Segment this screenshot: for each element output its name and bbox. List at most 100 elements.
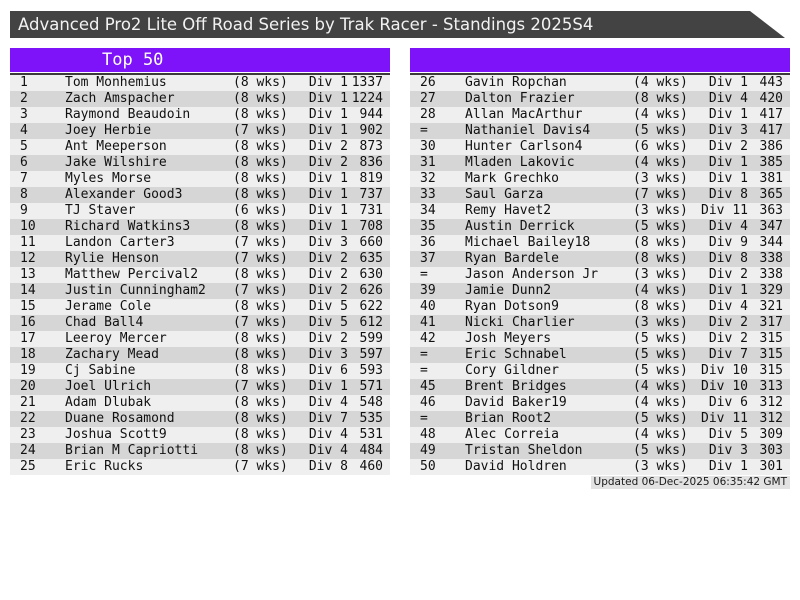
rank-cell: 14 xyxy=(20,283,36,298)
standings-row: 12 Rylie Henson (7 wks) Div 2 635 xyxy=(10,251,390,267)
division-cell: Div 1 xyxy=(308,107,348,122)
driver-name-cell: Austin Derrick xyxy=(465,219,575,234)
rank-cell: 10 xyxy=(20,219,36,234)
rank-cell: 40 xyxy=(420,299,436,314)
standings-row: 45 Brent Bridges (4 wks) Div 10 313 xyxy=(410,379,790,395)
standings-row: 22 Duane Rosamond (8 wks) Div 7 535 xyxy=(10,411,390,427)
driver-name-cell: David Baker19 xyxy=(465,395,567,410)
standings-row: = Jason Anderson Jr (3 wks) Div 2 338 xyxy=(410,267,790,283)
standings-row: 37 Ryan Bardele (8 wks) Div 8 338 xyxy=(410,251,790,267)
weeks-cell: (3 wks) xyxy=(633,203,688,218)
driver-name-cell: Zachary Mead xyxy=(65,347,159,362)
weeks-cell: (6 wks) xyxy=(233,203,288,218)
points-cell: 315 xyxy=(759,347,783,362)
points-cell: 1337 xyxy=(351,75,383,90)
driver-name-cell: Tristan Sheldon xyxy=(465,443,583,458)
division-cell: Div 1 xyxy=(308,379,348,394)
standings-row: = Eric Schnabel (5 wks) Div 7 315 xyxy=(410,347,790,363)
rank-cell: 39 xyxy=(420,283,436,298)
standings-row: 46 David Baker19 (4 wks) Div 6 312 xyxy=(410,395,790,411)
standings-row: 34 Remy Havet2 (3 wks) Div 11 363 xyxy=(410,203,790,219)
driver-name-cell: Mladen Lakovic xyxy=(465,155,575,170)
division-cell: Div 2 xyxy=(308,251,348,266)
points-cell: 902 xyxy=(359,123,383,138)
rank-cell: 24 xyxy=(20,443,36,458)
weeks-cell: (8 wks) xyxy=(233,299,288,314)
rank-cell: 4 xyxy=(20,123,28,138)
rank-cell: = xyxy=(420,363,428,378)
standings-row: 25 Eric Rucks (7 wks) Div 8 460 xyxy=(10,459,390,475)
weeks-cell: (8 wks) xyxy=(233,219,288,234)
driver-name-cell: Josh Meyers xyxy=(465,331,552,346)
standings-row: 7 Myles Morse (8 wks) Div 1 819 xyxy=(10,171,390,187)
points-cell: 417 xyxy=(759,107,783,122)
points-cell: 593 xyxy=(359,363,383,378)
weeks-cell: (6 wks) xyxy=(633,139,688,154)
driver-name-cell: Zach Amspacher xyxy=(65,91,175,106)
division-cell: Div 3 xyxy=(708,443,748,458)
points-cell: 417 xyxy=(759,123,783,138)
weeks-cell: (8 wks) xyxy=(633,299,688,314)
division-cell: Div 10 xyxy=(701,379,748,394)
rank-cell: 41 xyxy=(420,315,436,330)
division-cell: Div 6 xyxy=(708,395,748,410)
division-cell: Div 1 xyxy=(308,187,348,202)
standings-column-right: 26 Gavin Ropchan (4 wks) Div 1 443 27 Da… xyxy=(410,48,790,475)
rank-cell: = xyxy=(420,347,428,362)
weeks-cell: (8 wks) xyxy=(633,251,688,266)
standings-row: 18 Zachary Mead (8 wks) Div 3 597 xyxy=(10,347,390,363)
points-cell: 347 xyxy=(759,219,783,234)
standings-row: 8 Alexander Good3 (8 wks) Div 1 737 xyxy=(10,187,390,203)
driver-name-cell: Eric Schnabel xyxy=(465,347,567,362)
standings-row: 35 Austin Derrick (5 wks) Div 4 347 xyxy=(410,219,790,235)
driver-name-cell: Remy Havet2 xyxy=(465,203,552,218)
standings-row: 28 Allan MacArthur (4 wks) Div 1 417 xyxy=(410,107,790,123)
division-cell: Div 4 xyxy=(708,299,748,314)
points-cell: 338 xyxy=(759,267,783,282)
driver-name-cell: Cj Sabine xyxy=(65,363,136,378)
points-cell: 385 xyxy=(759,155,783,170)
standings-row: 16 Chad Ball4 (7 wks) Div 5 612 xyxy=(10,315,390,331)
standings-row: 20 Joel Ulrich (7 wks) Div 1 571 xyxy=(10,379,390,395)
rank-cell: 1 xyxy=(20,75,28,90)
weeks-cell: (7 wks) xyxy=(233,315,288,330)
standings-row: 50 David Holdren (3 wks) Div 1 301 xyxy=(410,459,790,475)
points-cell: 363 xyxy=(759,203,783,218)
division-cell: Div 3 xyxy=(708,123,748,138)
weeks-cell: (5 wks) xyxy=(633,219,688,234)
division-cell: Div 7 xyxy=(708,347,748,362)
standings-row: 23 Joshua Scott9 (8 wks) Div 4 531 xyxy=(10,427,390,443)
standings-row: 42 Josh Meyers (5 wks) Div 2 315 xyxy=(410,331,790,347)
rank-cell: 37 xyxy=(420,251,436,266)
weeks-cell: (7 wks) xyxy=(633,187,688,202)
weeks-cell: (8 wks) xyxy=(233,427,288,442)
rank-cell: 50 xyxy=(420,459,436,474)
weeks-cell: (8 wks) xyxy=(233,395,288,410)
rank-cell: 11 xyxy=(20,235,36,250)
driver-name-cell: Myles Morse xyxy=(65,171,152,186)
rank-cell: 12 xyxy=(20,251,36,266)
weeks-cell: (7 wks) xyxy=(233,235,288,250)
driver-name-cell: Hunter Carlson4 xyxy=(465,139,583,154)
division-cell: Div 11 xyxy=(701,203,748,218)
standings-row: 5 Ant Meeperson (8 wks) Div 2 873 xyxy=(10,139,390,155)
standings-row: 14 Justin Cunningham2 (7 wks) Div 2 626 xyxy=(10,283,390,299)
driver-name-cell: Tom Monhemius xyxy=(65,75,167,90)
division-cell: Div 4 xyxy=(308,443,348,458)
standings-row: 1 Tom Monhemius (8 wks) Div 1 1337 xyxy=(10,75,390,91)
division-cell: Div 4 xyxy=(308,395,348,410)
driver-name-cell: Mark Grechko xyxy=(465,171,559,186)
driver-name-cell: Jamie Dunn2 xyxy=(465,283,552,298)
points-cell: 944 xyxy=(359,107,383,122)
points-cell: 301 xyxy=(759,459,783,474)
rank-cell: 13 xyxy=(20,267,36,282)
rank-cell: 25 xyxy=(20,459,36,474)
points-cell: 460 xyxy=(359,459,383,474)
points-cell: 708 xyxy=(359,219,383,234)
driver-name-cell: Leeroy Mercer xyxy=(65,331,167,346)
weeks-cell: (5 wks) xyxy=(633,443,688,458)
top50-header-label: Top 50 xyxy=(102,50,164,70)
driver-name-cell: Chad Ball4 xyxy=(65,315,144,330)
rank-cell: 31 xyxy=(420,155,436,170)
rank-cell: 35 xyxy=(420,219,436,234)
